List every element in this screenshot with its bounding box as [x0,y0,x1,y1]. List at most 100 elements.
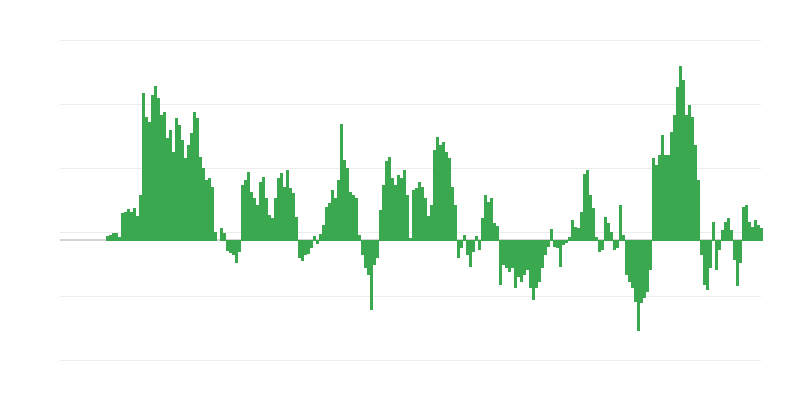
bar [514,240,517,288]
bar [577,228,580,241]
bar [610,232,613,241]
bar [325,207,328,241]
bar [667,155,670,241]
bar [673,115,676,241]
bar [370,240,373,310]
bar [691,117,694,241]
bar [421,187,424,241]
bar [727,218,730,241]
bar [331,190,334,241]
bar [682,80,685,241]
bar [184,158,187,241]
bar [352,195,355,241]
bar [127,209,130,241]
bar [736,240,739,286]
bar [733,240,736,260]
bar [694,145,697,241]
bar [466,240,469,255]
bar [541,240,544,268]
bar [373,240,376,265]
bar [193,112,196,241]
bar [409,238,412,241]
bar [553,240,556,247]
bar [535,240,538,288]
bar [502,240,505,265]
bar [394,185,397,241]
bar [430,205,433,241]
bar [715,240,718,270]
bar [604,217,607,241]
bar [637,240,640,331]
bar [229,240,232,253]
bar [139,195,142,241]
bar [559,240,562,267]
bar [415,188,418,241]
bar [118,237,121,241]
bar [406,195,409,241]
bar [661,135,664,241]
bar [319,234,322,241]
bar [172,152,175,241]
bar [754,220,757,241]
bar [343,160,346,241]
bar [718,240,721,250]
bar [175,118,178,241]
bar [232,240,235,255]
bar [205,180,208,241]
bar [259,182,262,241]
bar [487,202,490,241]
bar [151,95,154,241]
bar [337,180,340,241]
bar [655,165,658,241]
bar [241,185,244,241]
bar [235,240,238,263]
bar [532,240,535,300]
bar [190,133,193,241]
bar [157,98,160,241]
bar [511,240,514,268]
bar [616,240,619,248]
bar [208,178,211,241]
bar [658,155,661,241]
bar [313,236,316,241]
bar [142,93,145,241]
bar [676,87,679,241]
bar [238,240,241,252]
bar [457,240,460,258]
bar [544,240,547,255]
bar [607,223,610,241]
bar [568,237,571,241]
bar [646,240,649,292]
bar [472,240,475,252]
bar [400,178,403,241]
bar [412,190,415,241]
bar [274,198,277,241]
bar [478,240,481,250]
bar [505,240,508,268]
bar [721,230,724,241]
bar [499,240,502,285]
bar [709,240,712,268]
bar [388,157,391,241]
bar [730,230,733,241]
bar [247,172,250,241]
bar [463,235,466,241]
bar [382,185,385,241]
bar [562,240,565,245]
bar [583,174,586,241]
bar [703,240,706,285]
bar [550,229,553,241]
bar [574,227,577,241]
bar [757,225,760,241]
bar [349,192,352,241]
bar [520,240,523,282]
bar [265,198,268,241]
bar [256,205,259,241]
bar [145,117,148,241]
bar [508,240,511,272]
bar [547,240,550,247]
bar [403,170,406,241]
bar [283,187,286,241]
gridline [60,168,761,169]
bar [700,240,703,255]
